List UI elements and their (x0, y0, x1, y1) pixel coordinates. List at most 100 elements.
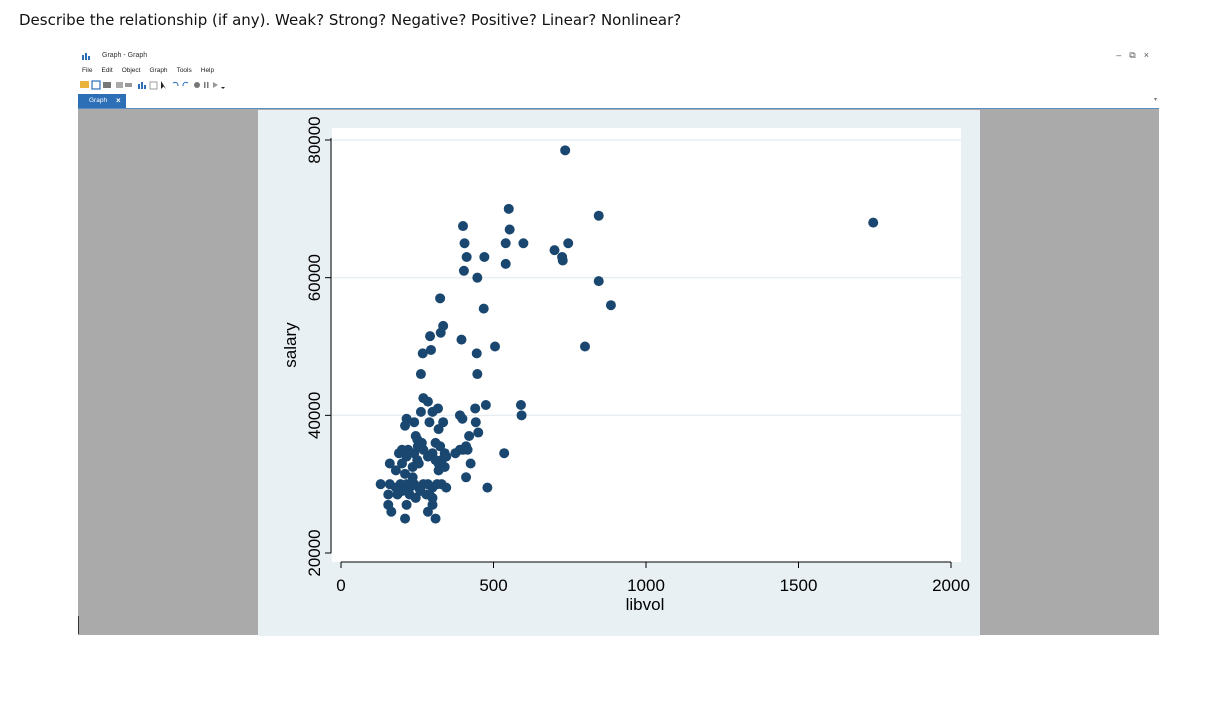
record-icon[interactable] (194, 82, 200, 88)
data-point (409, 417, 420, 428)
data-point (441, 482, 452, 493)
tab-bar: Graph × ▾ (78, 94, 1159, 109)
menu-help[interactable]: Help (200, 67, 215, 74)
data-point (422, 506, 433, 517)
data-point (482, 482, 493, 493)
data-point (384, 458, 395, 469)
open-icon[interactable] (80, 81, 89, 88)
data-point (868, 217, 879, 228)
data-point (383, 489, 394, 500)
title-bar: Graph - Graph –⧉× (78, 48, 1159, 64)
close-window-icon[interactable]: × (1143, 50, 1157, 60)
data-point (422, 451, 433, 462)
data-point (441, 451, 452, 462)
scatter-chart: 20000 40000 60000 80000 0 500 1000 1500 2000 lib… (258, 110, 980, 636)
data-point (417, 348, 428, 359)
data-point (415, 369, 426, 380)
data-point (457, 413, 468, 424)
tab-list-icon[interactable]: ▾ (1153, 97, 1157, 103)
data-point (461, 472, 472, 483)
data-point (470, 403, 481, 414)
y-tick-label: 40000 (305, 392, 324, 439)
data-point (435, 327, 446, 338)
x-tick-label: 1500 (780, 576, 818, 595)
data-point (516, 410, 527, 421)
window-left-edge (78, 616, 79, 634)
undo-icon[interactable] (172, 81, 179, 87)
pointer-icon[interactable] (161, 81, 166, 89)
data-point (563, 238, 574, 249)
data-point (400, 513, 411, 524)
menu-edit[interactable]: Edit (101, 67, 113, 74)
window-controls: –⧉× (1116, 50, 1157, 61)
data-point (397, 486, 407, 497)
menu-object[interactable]: Object (121, 67, 141, 74)
copy-icon[interactable] (116, 82, 123, 88)
tab-close-icon[interactable]: × (116, 96, 121, 105)
data-point (557, 255, 568, 266)
gridlines (332, 139, 961, 417)
data-point (459, 238, 470, 249)
data-point (422, 396, 433, 407)
data-point (430, 513, 441, 524)
minimize-icon[interactable]: – (1116, 50, 1130, 60)
print-icon[interactable] (103, 82, 111, 88)
data-point (480, 400, 491, 411)
menu-graph[interactable]: Graph (149, 67, 168, 74)
data-point (472, 369, 483, 380)
data-point (461, 252, 472, 263)
grid-icon[interactable] (149, 81, 158, 90)
restore-icon[interactable]: ⧉ (1129, 50, 1144, 60)
data-point (593, 210, 604, 221)
data-point (605, 300, 616, 311)
data-point (580, 341, 590, 352)
data-point (413, 458, 424, 469)
graph-app-icon (82, 53, 90, 60)
data-point (458, 221, 468, 232)
data-point (458, 265, 469, 276)
data-point (425, 344, 436, 355)
data-point (400, 420, 411, 431)
data-point (503, 203, 514, 214)
data-point (401, 499, 412, 510)
data-point (470, 417, 481, 428)
data-point (472, 272, 483, 283)
data-point (504, 224, 515, 235)
question-text: Describe the relationship (if any). Weak… (19, 11, 682, 29)
data-point (473, 427, 484, 438)
data-point (427, 406, 438, 417)
tab-graph[interactable]: Graph × (78, 94, 126, 108)
axes: 20000 40000 60000 80000 0 500 1000 1500 2000 (305, 116, 970, 595)
graph-editor-icon[interactable] (138, 82, 146, 89)
data-point (433, 465, 444, 476)
play-icon[interactable] (213, 82, 218, 88)
menu-tools[interactable]: Tools (176, 67, 192, 74)
y-tick-label: 20000 (305, 529, 324, 576)
rename-icon[interactable] (125, 83, 132, 87)
data-point (410, 492, 421, 503)
data-point (549, 245, 560, 256)
data-point (435, 293, 446, 304)
data-point (456, 334, 467, 345)
menu-bar: File Edit Object Graph Tools Help (82, 67, 223, 74)
data-point (518, 238, 529, 249)
x-axis-label: libvol (626, 595, 665, 614)
data-point (465, 458, 476, 469)
menu-file[interactable]: File (82, 67, 93, 74)
data-point (424, 417, 435, 428)
data-point (462, 444, 473, 455)
x-tick-label: 1000 (627, 576, 665, 595)
redo-icon[interactable] (182, 81, 189, 87)
window-title: Graph - Graph (102, 52, 148, 59)
data-point (424, 489, 435, 500)
data-point (515, 400, 526, 411)
data-point (433, 424, 444, 435)
tab-graph-label: Graph (89, 97, 108, 104)
data-point (478, 303, 489, 314)
y-tick-label: 80000 (305, 116, 324, 163)
pause-icon[interactable] (204, 82, 206, 88)
data-point (386, 506, 397, 517)
dropdown-icon[interactable] (221, 87, 225, 89)
save-icon[interactable] (91, 80, 101, 90)
data-point (425, 331, 436, 342)
